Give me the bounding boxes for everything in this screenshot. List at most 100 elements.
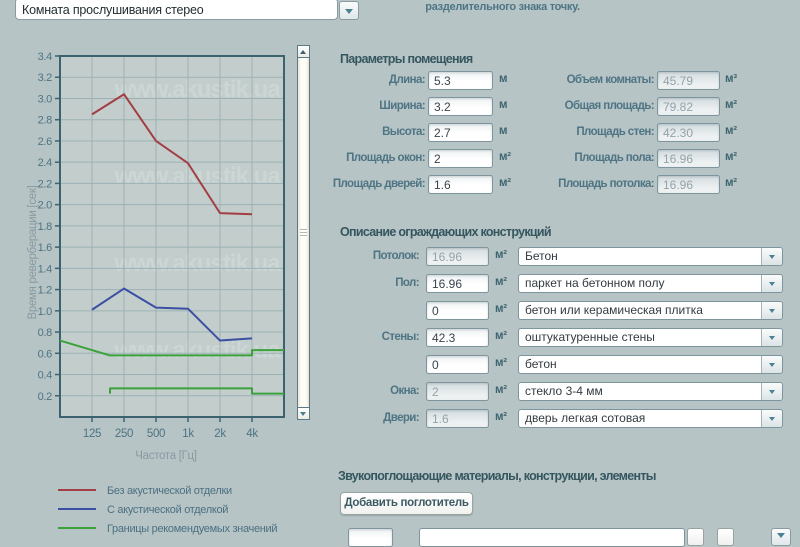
watermark-text: www.akustik.ua [113, 163, 281, 190]
absorber-button-1[interactable] [687, 528, 704, 546]
chevron-down-icon [345, 8, 353, 14]
x-tick-label: 125 [83, 428, 101, 440]
doors-material-value: дверь легкая сотовая [525, 411, 646, 425]
floor-select-arrow-button[interactable] [761, 275, 782, 292]
walls-material-value: оштукатуренные стены [525, 330, 655, 344]
room-type-select[interactable]: Комната прослушивания стерео [15, 0, 338, 20]
y-tick-label: 0.8 [38, 327, 53, 339]
length-input[interactable] [428, 71, 493, 90]
legend-label: Без акустической отделки [107, 485, 232, 497]
scrollbar-down-button[interactable] [297, 407, 310, 420]
doors-select-arrow-button[interactable] [761, 410, 782, 427]
walls-select-arrow-button[interactable] [761, 329, 782, 346]
room-type-value: Комната прослушивания стерео [22, 3, 204, 17]
chevron-down-icon [768, 362, 775, 367]
windows-label: Окна: [390, 385, 419, 397]
doors-area-unit: м² [499, 177, 511, 189]
y-tick-label: 0.2 [38, 391, 53, 403]
y-tick-label: 3.0 [38, 93, 53, 105]
width-unit: м [499, 99, 508, 111]
ceiling-area-label: Площадь потолка: [558, 178, 654, 190]
room-type-select-arrow-button[interactable] [339, 1, 359, 20]
x-tick-label: 2k [214, 428, 226, 440]
floor-extra-select-arrow-button[interactable] [761, 302, 782, 319]
watermark-text: www.akustik.ua [113, 250, 281, 277]
doors-area-input[interactable] [428, 175, 493, 194]
y-tick-label: 3.2 [38, 72, 53, 84]
y-tick-label: 1.2 [38, 285, 53, 297]
windows-material-select[interactable]: стекло 3-4 мм [518, 382, 783, 401]
floor-area-label: Площадь пола: [574, 152, 654, 164]
windows-material-value: стекло 3-4 мм [525, 384, 603, 398]
floor-label: Пол: [395, 277, 419, 289]
walls-input[interactable] [426, 328, 489, 347]
absorber-button-2[interactable] [717, 528, 734, 546]
doors-unit: м² [495, 411, 507, 423]
chevron-down-icon [768, 335, 775, 340]
ceiling-area-input [657, 175, 720, 194]
y-tick-label: 1.0 [38, 306, 53, 318]
walls-extra-select-arrow-button[interactable] [761, 356, 782, 373]
ceiling-select-arrow-button[interactable] [761, 248, 782, 265]
y-tick-label: 2.4 [38, 157, 53, 169]
absorber-material-select[interactable] [419, 528, 685, 547]
x-tick-label: 500 [147, 428, 165, 440]
ceiling-label: Потолок: [372, 250, 420, 262]
x-tick-label: 4k [246, 428, 258, 440]
y-tick-label: 2.8 [38, 115, 53, 127]
room-volume-input [657, 71, 720, 90]
windows-area-label: Площадь окон: [346, 152, 425, 164]
arrow-up-icon [300, 49, 306, 54]
x-tick-label: 250 [115, 428, 133, 440]
walls-area-label: Площадь стен: [576, 126, 654, 138]
chevron-down-icon [768, 281, 775, 286]
legend-label: С акустической отделкой [107, 504, 229, 516]
constructions-section-title: Описание ограждающих конструкций [340, 225, 552, 239]
note-line-2: разделительного знака точку. [425, 1, 580, 13]
legend-line-swatch [58, 508, 96, 510]
walls-area-unit: м² [725, 125, 737, 137]
add-absorber-button[interactable]: Добавить поглотитель [340, 492, 473, 515]
height-input[interactable] [428, 123, 493, 142]
scrollbar-grip-icon [300, 232, 307, 233]
scrollbar-grip-icon [300, 229, 307, 230]
y-tick-label: 0.4 [38, 370, 53, 382]
absorber-select-arrow-button[interactable] [771, 528, 791, 546]
floor-material-select[interactable]: паркет на бетонном полу [518, 274, 783, 293]
floor-area-input [657, 149, 720, 168]
windows-select-arrow-button[interactable] [761, 383, 782, 400]
floor-unit: м² [495, 276, 507, 288]
room-volume-label: Объем комнаты: [566, 74, 655, 86]
floor-extra-material-value: бетон или керамическая плитка [525, 303, 703, 317]
y-tick-label: 2.6 [38, 136, 53, 148]
floor-extra-input[interactable] [426, 301, 489, 320]
walls-extra-input[interactable] [426, 355, 489, 374]
y-tick-label: 1.6 [38, 242, 53, 254]
floor-input[interactable] [426, 274, 489, 293]
page: { "room_select": { "value": "Комната про… [15, 0, 791, 547]
width-label: Ширина: [379, 100, 425, 112]
chevron-down-icon [768, 308, 775, 313]
walls-material-select[interactable]: оштукатуренные стены [518, 328, 783, 347]
windows-input [426, 382, 489, 401]
absorber-area-input[interactable] [348, 528, 393, 547]
height-label: Высота: [382, 126, 426, 138]
height-unit: м [499, 125, 508, 137]
ceiling-material-select[interactable]: Бетон [518, 247, 783, 266]
walls-label: Стены: [381, 331, 420, 343]
floor-extra-material-select[interactable]: бетон или керамическая плитка [518, 301, 783, 320]
room-volume-unit: м³ [725, 73, 737, 85]
reverberation-chart: www.akustik.uawww.akustik.uawww.akustik.… [27, 51, 285, 462]
plot-background [60, 56, 284, 417]
scrollbar-up-button[interactable] [297, 45, 310, 58]
windows-area-input[interactable] [428, 149, 493, 168]
width-input[interactable] [428, 97, 493, 116]
x-tick-label: 1k [182, 428, 194, 440]
ceiling-material-value: Бетон [525, 249, 558, 263]
legend-label: Границы рекомендуемых значений [107, 523, 278, 535]
walls-extra-material-select[interactable]: бетон [518, 355, 783, 374]
total-area-unit: м² [725, 99, 737, 111]
ceiling-area-unit: м² [725, 177, 737, 189]
doors-material-select[interactable]: дверь легкая сотовая [518, 409, 783, 428]
y-tick-label: 2.0 [38, 200, 53, 212]
